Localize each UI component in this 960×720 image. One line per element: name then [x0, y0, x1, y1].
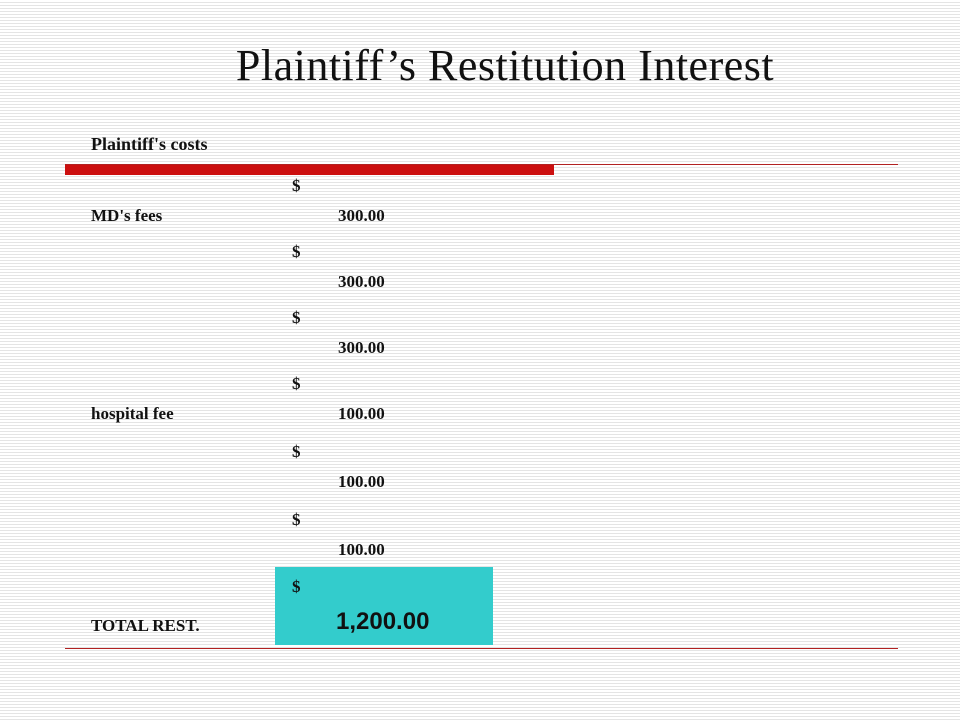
- cost-amount: 300.00: [338, 338, 385, 357]
- cost-amount: 300.00: [338, 206, 385, 225]
- total-currency-symbol: $: [292, 577, 301, 596]
- currency-symbol: $: [292, 374, 301, 393]
- accent-bar: [65, 165, 554, 175]
- table-top-rule: [65, 164, 898, 165]
- total-highlight-box: [275, 567, 493, 645]
- cost-row: MD's fees $ 300.00: [0, 176, 960, 242]
- cost-row: $ 100.00: [0, 442, 960, 508]
- table-bottom-rule: [65, 648, 898, 649]
- total-amount: 1,200.00: [336, 608, 430, 635]
- cost-amount: 100.00: [338, 540, 385, 559]
- currency-symbol: $: [292, 308, 301, 327]
- cost-label: hospital fee: [91, 404, 174, 423]
- cost-amount: 100.00: [338, 404, 385, 423]
- cost-amount: 100.00: [338, 472, 385, 491]
- slide-title: Plaintiff’s Restitution Interest: [235, 41, 775, 90]
- cost-row: $ 100.00: [0, 510, 960, 576]
- cost-row: $ 300.00: [0, 242, 960, 308]
- currency-symbol: $: [292, 176, 301, 195]
- cost-label: MD's fees: [91, 206, 163, 225]
- currency-symbol: $: [292, 442, 301, 461]
- currency-symbol: $: [292, 510, 301, 529]
- cost-amount: 300.00: [338, 272, 385, 291]
- total-label: TOTAL REST.: [91, 616, 200, 635]
- currency-symbol: $: [292, 242, 301, 261]
- cost-row: $ 300.00: [0, 308, 960, 374]
- section-label: Plaintiff's costs: [91, 134, 208, 154]
- cost-row: hospital fee $ 100.00: [0, 374, 960, 440]
